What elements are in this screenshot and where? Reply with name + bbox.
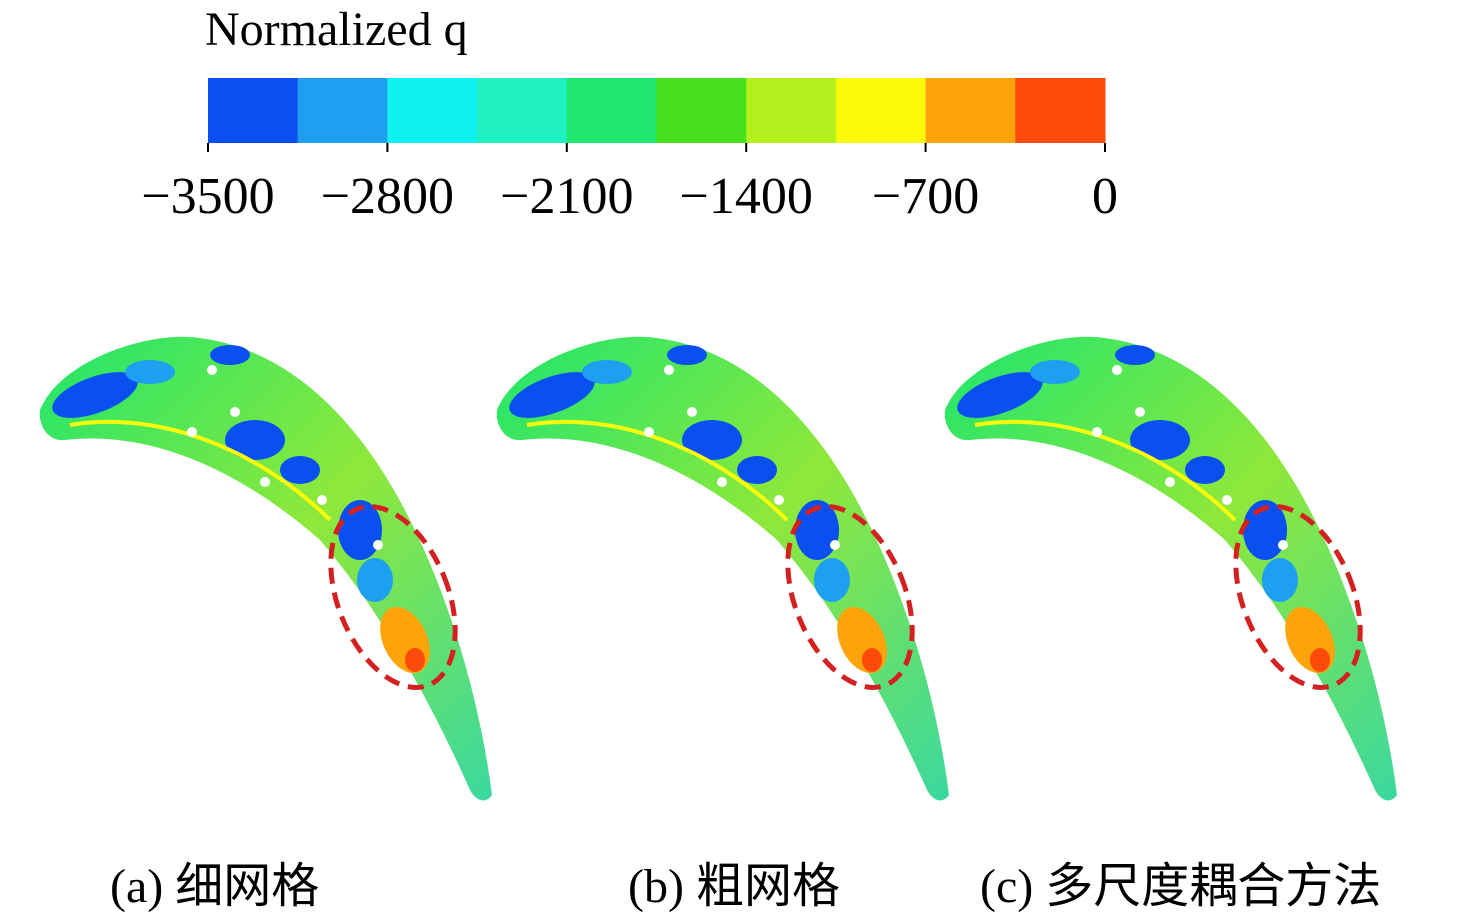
color-bin xyxy=(208,78,299,143)
tick-label: −2800 xyxy=(321,168,454,225)
color-bin xyxy=(477,78,568,143)
color-bin xyxy=(656,78,747,143)
tick-label: −2100 xyxy=(500,168,633,225)
colorbar-title: Normalized q xyxy=(205,3,468,56)
tick-label: −700 xyxy=(872,168,979,225)
color-bin xyxy=(387,78,478,143)
panel-label: (c) 多尺度耦合方法 xyxy=(980,860,1381,913)
panel-label: (a) 细网格 xyxy=(110,860,319,913)
color-bin xyxy=(746,78,837,143)
contour-a xyxy=(40,337,492,801)
tick-label: −3500 xyxy=(141,168,274,225)
color-bin xyxy=(835,78,927,143)
color-bin xyxy=(925,78,1016,143)
tick-label: 0 xyxy=(1092,168,1118,225)
color-bin xyxy=(297,78,388,143)
contour-c xyxy=(945,337,1397,801)
colorbar: −3500 −2800 −2100 −1400 −700 0 xyxy=(141,78,1118,225)
tick-label: −1400 xyxy=(680,168,813,225)
color-bin xyxy=(1015,78,1106,143)
contour-b xyxy=(497,337,949,801)
panel-label: (b) 粗网格 xyxy=(628,860,840,913)
color-bin xyxy=(566,78,657,143)
